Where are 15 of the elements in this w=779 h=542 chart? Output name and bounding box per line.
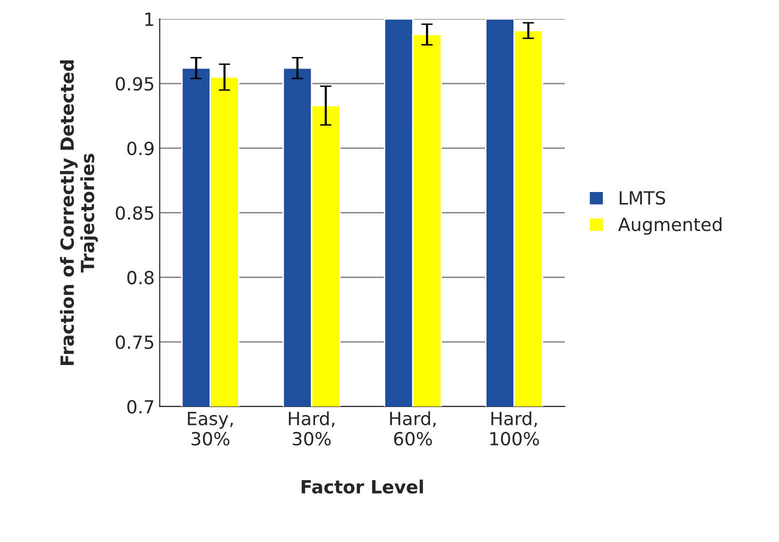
x-axis-title: Factor Level xyxy=(302,480,423,494)
y-tick-label: 0.75 xyxy=(116,335,154,350)
legend-label: Augmented xyxy=(618,217,722,235)
y-tick-label: 0.95 xyxy=(116,77,154,91)
x-tick-label: Hard, 60% xyxy=(390,411,436,446)
y-tick-label: 0.85 xyxy=(116,206,154,220)
y-tick-label: 0.7 xyxy=(127,400,154,414)
y-axis-title: Fraction of Correctly Detected Trajectories xyxy=(60,60,98,365)
x-tick-label: Easy, 30% xyxy=(188,412,233,446)
y-tick-label: 0.9 xyxy=(127,142,154,156)
y-tick-label: 0.8 xyxy=(127,270,154,284)
x-tick-label: Hard, 100% xyxy=(490,411,539,446)
y-tick-label: 1 xyxy=(145,12,154,26)
legend-label: LMTS xyxy=(620,191,666,205)
x-tick-label: Hard, 30% xyxy=(288,411,334,446)
